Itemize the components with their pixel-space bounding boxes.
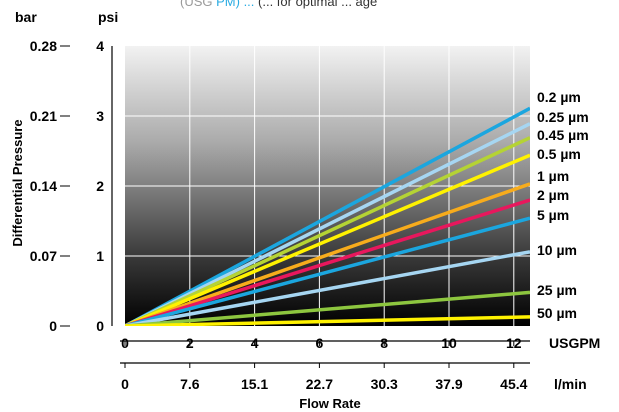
legend-label-1: 0.25 µm (537, 109, 589, 125)
x-unit-top: USGPM (549, 335, 600, 351)
y-tick-psi-0: 0 (96, 318, 104, 334)
series-line-8 (125, 290, 530, 326)
x-tick-usgpm-3: 6 (316, 335, 324, 351)
y-tick-psi-3: 3 (96, 108, 104, 124)
y-tick-bar-3: 0.21 (30, 108, 57, 124)
series-line-7 (125, 250, 530, 326)
grid-lines (125, 46, 530, 326)
legend: 0.2 µm 0.25 µm 0.45 µm 0.5 µm 1 µm 2 µm 5 µm 10… (537, 89, 589, 321)
series-line-9 (125, 315, 530, 326)
y-tick-bar-2: 0.14 (30, 178, 57, 194)
axes (111, 46, 530, 364)
right-axis-unit: psi (98, 9, 118, 25)
y-tick-bar-4: 0.28 (30, 38, 57, 54)
x-tick-usgpm-1: 2 (186, 335, 194, 351)
legend-label-5: 2 µm (537, 187, 569, 203)
x-tick-lmin-5: 37.9 (435, 376, 462, 392)
series-line-5 (125, 198, 530, 326)
x-tick-usgpm-0: 0 (121, 335, 129, 351)
legend-label-8: 25 µm (537, 282, 577, 298)
x-tick-usgpm-2: 4 (251, 335, 259, 351)
x-tick-usgpm-4: 8 (380, 335, 388, 351)
legend-label-4: 1 µm (537, 168, 569, 184)
header-fragment-tail: (... for optimal ... age (258, 0, 377, 9)
y-tick-psi-4: 4 (96, 38, 104, 54)
x-tick-lmin-2: 15.1 (241, 376, 268, 392)
x-tick-lmin-3: 22.7 (306, 376, 333, 392)
x-tick-lmin-0: 0 (121, 376, 129, 392)
x-tick-usgpm-6: 12 (506, 335, 522, 351)
y-tick-psi-2: 2 (96, 178, 104, 194)
y-tick-bar-1: 0.07 (30, 248, 57, 264)
legend-label-0: 0.2 µm (537, 89, 581, 105)
svg-text:(USG PM) ... (... for: (USG PM) ... (... for optimal ... age (180, 0, 377, 9)
series-line-6 (125, 216, 530, 326)
legend-label-6: 5 µm (537, 207, 569, 223)
legend-label-9: 50 µm (537, 305, 577, 321)
y-axis-title: Differential Pressure (10, 119, 25, 246)
series-lines (125, 106, 530, 326)
header-fragment-blue: PM) ... (216, 0, 258, 9)
series-line-3 (125, 153, 530, 326)
header-fragment-gray: (USG (180, 0, 213, 9)
left-axis-unit: bar (15, 9, 37, 25)
x-tick-lmin-1: 7.6 (180, 376, 200, 392)
series-line-4 (125, 182, 530, 326)
x-tick-lmin-4: 30.3 (371, 376, 398, 392)
series-line-0 (125, 106, 530, 326)
tick-labels: 0 0 1 0.07 2 0.14 3 0.21 4 0.28 0 2 4 6 8 10 12 0 7.6 15.1 2… (30, 38, 528, 392)
x-tick-usgpm-5: 10 (441, 335, 457, 351)
y-tick-bar-0: 0 (49, 318, 57, 334)
x-tick-lmin-6: 45.4 (500, 376, 527, 392)
y-tick-psi-1: 1 (96, 248, 104, 264)
series-line-1 (125, 122, 530, 326)
x-axis-title: Flow Rate (299, 396, 360, 411)
x-unit-bottom: l/min (554, 376, 587, 392)
legend-label-2: 0.45 µm (537, 127, 589, 143)
legend-label-3: 0.5 µm (537, 146, 581, 162)
legend-label-7: 10 µm (537, 242, 577, 258)
series-line-2 (125, 136, 530, 326)
